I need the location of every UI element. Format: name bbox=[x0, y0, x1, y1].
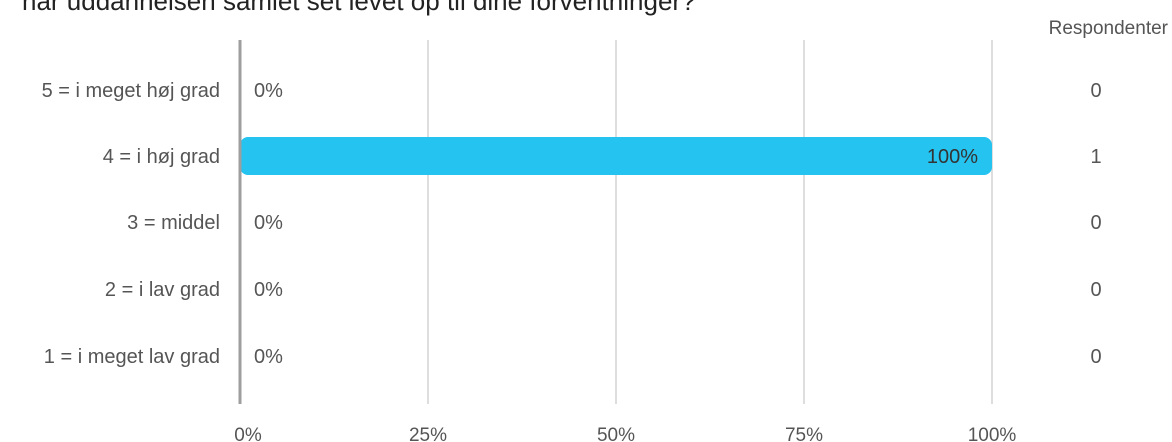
bar bbox=[240, 137, 992, 175]
category-label: 5 = i meget høj grad bbox=[42, 80, 220, 102]
bar-value-label: 0% bbox=[254, 80, 283, 102]
category-label: 1 = i meget lav grad bbox=[44, 346, 220, 368]
chart-title: har uddannelsen samlet set levet op til … bbox=[22, 0, 696, 16]
x-tick-label: 25% bbox=[409, 425, 447, 442]
respondent-count: 0 bbox=[1090, 279, 1101, 301]
bar-value-label: 0% bbox=[254, 212, 283, 234]
category-label: 4 = i høj grad bbox=[103, 146, 220, 168]
respondents-header: Respondenter bbox=[1048, 18, 1168, 39]
respondent-count: 0 bbox=[1090, 80, 1101, 102]
bar-value-label: 100% bbox=[927, 146, 978, 168]
category-label: 3 = middel bbox=[127, 212, 220, 234]
respondent-count: 0 bbox=[1090, 346, 1101, 368]
bar-value-label: 0% bbox=[254, 279, 283, 301]
bar-value-label: 0% bbox=[254, 346, 283, 368]
respondent-count: 0 bbox=[1090, 212, 1101, 234]
x-tick-label: 50% bbox=[597, 425, 635, 442]
category-label: 2 = i lav grad bbox=[105, 279, 220, 301]
x-tick-label: 75% bbox=[785, 425, 823, 442]
x-tick-label: 0% bbox=[234, 425, 262, 442]
respondent-count: 1 bbox=[1090, 146, 1101, 168]
x-tick-label: 100% bbox=[968, 425, 1017, 442]
